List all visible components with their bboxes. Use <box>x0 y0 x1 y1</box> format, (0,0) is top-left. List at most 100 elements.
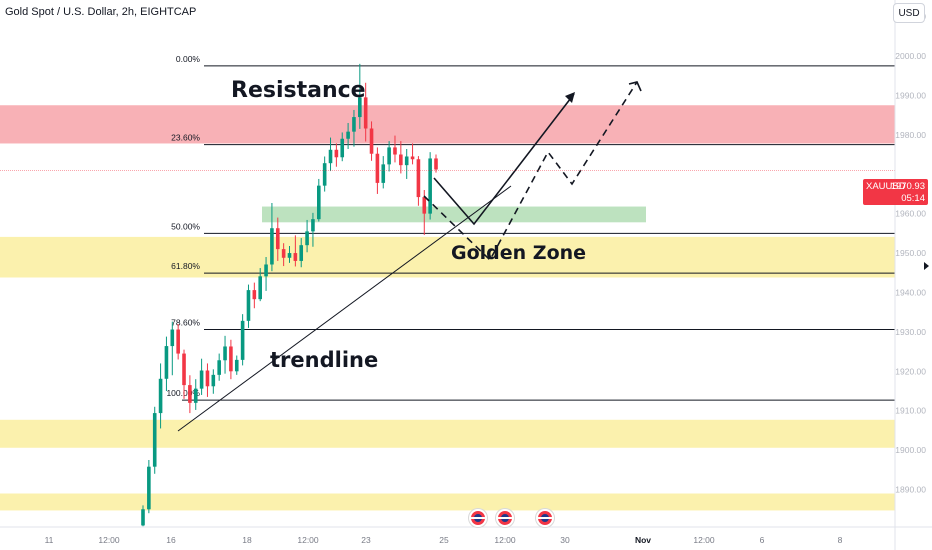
fib-label: 78.60% <box>171 318 200 328</box>
candle <box>188 375 192 414</box>
projection-arrowhead-solid <box>565 92 575 103</box>
candle-body <box>410 156 415 160</box>
candle-body <box>193 388 198 403</box>
candle <box>340 132 345 162</box>
y-tick-label: 2000.00 <box>895 51 926 61</box>
candle-body <box>393 147 397 155</box>
candle-body <box>211 374 216 387</box>
candle <box>270 202 274 272</box>
candle <box>240 314 245 366</box>
x-axis: 11 12:00 16 18 12:00 23 25 12:00 30 Nov 12:00 6 8 <box>0 526 932 545</box>
candle-body <box>176 329 180 354</box>
candle <box>281 243 286 267</box>
candle <box>258 268 262 302</box>
candle <box>393 135 397 163</box>
candle <box>223 335 227 374</box>
candle <box>264 256 268 291</box>
us-event-flag-icon[interactable] <box>469 509 487 527</box>
candle <box>141 505 145 527</box>
candle-body <box>240 320 245 360</box>
y-tick-label: 1890.00 <box>895 485 926 495</box>
annotation-text: Resistance <box>231 78 366 103</box>
annotation-text: Golden Zone <box>451 242 586 264</box>
candle <box>328 137 333 172</box>
candle <box>234 355 239 375</box>
candle-body <box>223 346 227 361</box>
y-tick-label: 1910.00 <box>895 406 926 416</box>
x-tick-label: 12:00 <box>494 535 516 545</box>
candle-body <box>346 131 350 139</box>
candle-body <box>141 509 145 526</box>
candle <box>152 406 157 474</box>
projection-path-dashed <box>423 81 638 262</box>
current-price-tag: XAUUSD 1970.93 05:14 <box>863 179 928 205</box>
candle-body <box>182 353 186 386</box>
candle <box>182 349 186 399</box>
y-axis: 2010.002000.001990.001980.001960.001950.… <box>894 0 926 550</box>
x-tick-label: 12:00 <box>693 535 715 545</box>
candle <box>164 336 169 392</box>
candle-body <box>164 346 169 379</box>
candle-body <box>299 245 304 261</box>
zones-layer <box>0 105 895 511</box>
candle <box>317 178 321 222</box>
x-tick-label: 30 <box>560 535 570 545</box>
candle-body <box>317 185 321 220</box>
fib-label: 61.80% <box>171 261 200 271</box>
us-event-flag-icon[interactable] <box>496 509 514 527</box>
candle-body <box>334 149 339 158</box>
candle-body <box>422 197 427 214</box>
candle-body <box>205 370 210 387</box>
candle-body <box>199 370 204 389</box>
candle-body <box>340 138 345 158</box>
candle-body <box>281 249 286 258</box>
candle <box>305 219 309 253</box>
candle <box>217 353 221 381</box>
candle-body <box>270 228 274 265</box>
candle <box>434 154 438 173</box>
currency-button[interactable]: USD <box>893 3 925 23</box>
candle <box>311 212 315 247</box>
candle <box>299 238 304 268</box>
price-tag-price: 1970.93 <box>890 181 925 192</box>
labels-layer: Resistance Golden Zone trendline <box>231 78 586 372</box>
fib-label: 50.00% <box>171 221 200 231</box>
candle <box>170 321 175 376</box>
annotation-text: trendline <box>270 348 378 372</box>
candles-layer <box>141 63 438 527</box>
resistance-zone <box>0 105 895 144</box>
x-tick-label: 12:00 <box>297 535 319 545</box>
drawings-layer <box>177 81 642 432</box>
candle-body <box>328 149 333 164</box>
candle <box>158 363 163 429</box>
x-tick-label: 12:00 <box>98 535 120 545</box>
x-tick-label: Nov <box>635 535 651 545</box>
candle <box>246 284 251 328</box>
candle-body <box>264 264 268 277</box>
candle-body <box>246 290 251 321</box>
candle <box>275 217 280 261</box>
candle-body <box>152 413 157 467</box>
candle-body <box>363 97 368 129</box>
candle-body <box>404 156 409 166</box>
demand-box-zone <box>262 206 646 223</box>
candle-body <box>170 329 175 347</box>
candle <box>369 121 374 161</box>
candle-body <box>305 231 309 246</box>
fib-label: 100.00% <box>166 388 200 398</box>
candle-body <box>229 346 233 372</box>
candle-body <box>416 159 421 198</box>
y-tick-label: 1960.00 <box>895 209 926 219</box>
fib-label: 0.00% <box>176 54 201 64</box>
candle <box>322 156 327 192</box>
candle-body <box>252 290 257 300</box>
candle-body <box>387 147 391 165</box>
candle <box>375 147 380 194</box>
us-event-flag-icon[interactable] <box>536 509 554 527</box>
candle-body <box>381 164 386 183</box>
candle-body <box>352 117 356 132</box>
candle-body <box>158 378 163 414</box>
fib-label: 23.60% <box>171 133 200 143</box>
candle-body <box>375 153 380 183</box>
